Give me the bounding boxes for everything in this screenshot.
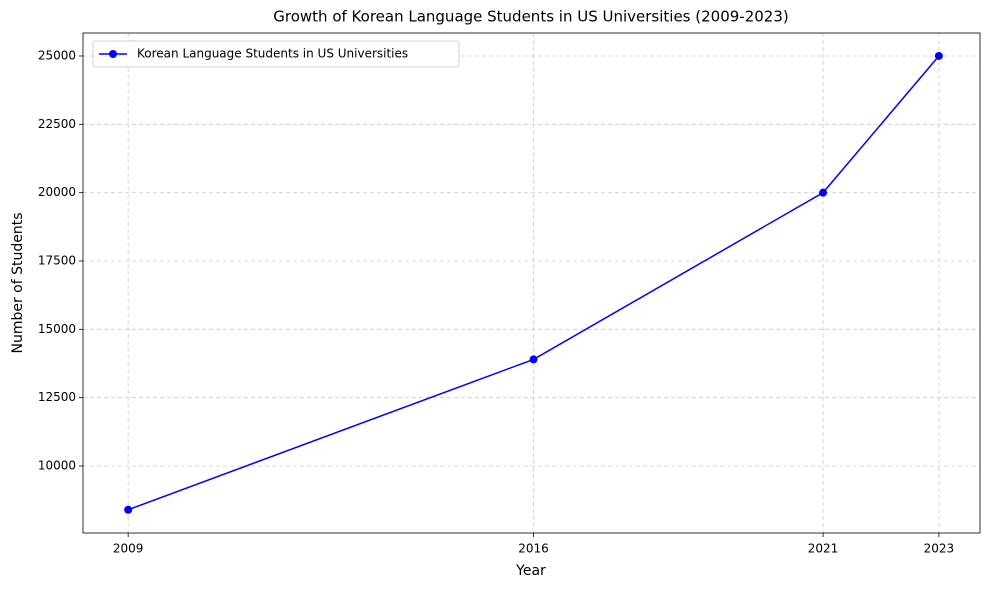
legend-marker [109, 50, 117, 58]
x-tick-label: 2021 [808, 542, 839, 556]
x-tick-label: 2009 [113, 542, 144, 556]
chart-title: Growth of Korean Language Students in US… [273, 8, 788, 26]
y-tick-label: 17500 [38, 253, 76, 267]
x-tick-label: 2023 [924, 542, 955, 556]
data-point [124, 505, 133, 514]
legend-box [92, 40, 460, 68]
y-tick-label: 12500 [38, 390, 76, 404]
data-line [127, 55, 940, 511]
plot-frame [82, 32, 981, 534]
data-point [934, 51, 943, 60]
legend-label: Korean Language Students in US Universit… [137, 47, 408, 61]
data-point [529, 355, 538, 364]
y-tick-label: 25000 [38, 48, 76, 62]
data-point [819, 188, 828, 197]
x-tick-label: 2016 [518, 542, 549, 556]
y-tick-label: 15000 [38, 322, 76, 336]
legend: Korean Language Students in US Universit… [92, 40, 460, 68]
y-tick-label: 22500 [38, 117, 76, 131]
x-axis-label: Year [515, 563, 546, 579]
y-tick-label: 20000 [38, 185, 76, 199]
y-axis-label: Number of Students [10, 212, 26, 353]
y-tick-label: 10000 [38, 459, 76, 473]
